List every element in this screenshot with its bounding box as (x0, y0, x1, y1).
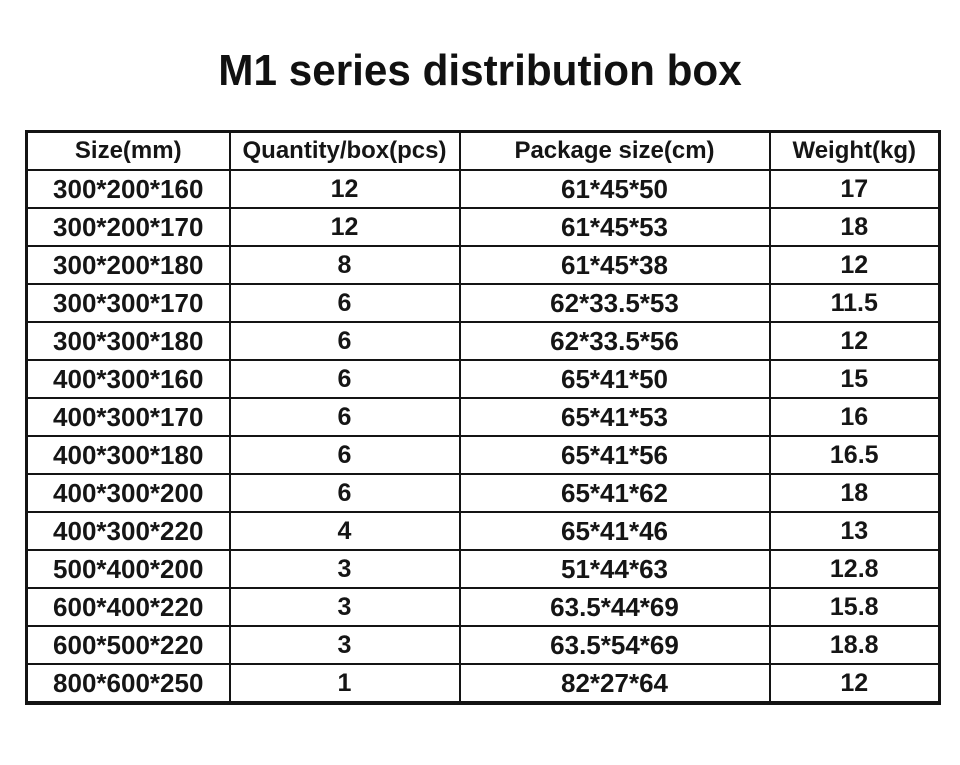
size-cell: 300*200*160 (25, 169, 231, 209)
table-row: 500*400*200 3 51*44*63 12.8 (25, 549, 941, 589)
package-size-cell: 65*41*50 (458, 359, 771, 399)
size-cell: 400*300*200 (25, 473, 231, 513)
col-header-size: Size(mm) (25, 130, 231, 171)
table-row: 400*300*180 6 65*41*56 16.5 (25, 435, 941, 475)
weight-cell: 18 (768, 473, 941, 513)
weight-cell: 17 (768, 169, 941, 209)
size-cell: 300*200*180 (25, 245, 231, 285)
page-title: M1 series distribution box (218, 46, 742, 95)
quantity-cell: 3 (228, 587, 461, 627)
size-cell: 400*300*160 (25, 359, 231, 399)
package-size-cell: 51*44*63 (458, 549, 771, 589)
size-cell: 800*600*250 (25, 663, 231, 704)
table-row: 300*200*180 8 61*45*38 12 (25, 245, 941, 285)
quantity-cell: 4 (228, 511, 461, 551)
table-row: 300*200*160 12 61*45*50 17 (25, 169, 941, 209)
package-size-cell: 65*41*62 (458, 473, 771, 513)
table-body: 300*200*160 12 61*45*50 17 300*200*170 12 61*4… (25, 169, 941, 704)
quantity-cell: 12 (228, 169, 461, 209)
package-size-cell: 65*41*56 (458, 435, 771, 475)
weight-cell: 13 (768, 511, 941, 551)
weight-cell: 15.8 (768, 587, 941, 627)
table-row: 600*400*220 3 63.5*44*69 15.8 (25, 587, 941, 627)
table-row: 400*300*220 4 65*41*46 13 (25, 511, 941, 551)
package-size-cell: 65*41*46 (458, 511, 771, 551)
weight-cell: 12.8 (768, 549, 941, 589)
table-row: 300*300*180 6 62*33.5*56 12 (25, 321, 941, 361)
weight-cell: 12 (768, 663, 941, 704)
spec-table: Size(mm) Quantity/box(pcs) Package size(… (25, 130, 941, 705)
col-header-package: Package size(cm) (458, 130, 771, 171)
size-cell: 500*400*200 (25, 549, 231, 589)
quantity-cell: 3 (228, 549, 461, 589)
package-size-cell: 63.5*44*69 (458, 587, 771, 627)
quantity-cell: 6 (228, 435, 461, 475)
package-size-cell: 62*33.5*53 (458, 283, 771, 323)
weight-cell: 16.5 (768, 435, 941, 475)
table-row: 300*200*170 12 61*45*53 18 (25, 207, 941, 247)
weight-cell: 18 (768, 207, 941, 247)
weight-cell: 16 (768, 397, 941, 437)
size-cell: 300*300*170 (25, 283, 231, 323)
table-row: 800*600*250 1 82*27*64 12 (25, 663, 941, 704)
size-cell: 300*200*170 (25, 207, 231, 247)
size-cell: 400*300*170 (25, 397, 231, 437)
col-header-weight: Weight(kg) (768, 130, 941, 171)
package-size-cell: 62*33.5*56 (458, 321, 771, 361)
weight-cell: 12 (768, 321, 941, 361)
package-size-cell: 61*45*53 (458, 207, 771, 247)
weight-cell: 18.8 (768, 625, 941, 665)
size-cell: 600*500*220 (25, 625, 231, 665)
col-header-quantity: Quantity/box(pcs) (228, 130, 461, 171)
quantity-cell: 6 (228, 473, 461, 513)
weight-cell: 15 (768, 359, 941, 399)
package-size-cell: 63.5*54*69 (458, 625, 771, 665)
size-cell: 300*300*180 (25, 321, 231, 361)
quantity-cell: 6 (228, 359, 461, 399)
table-row: 400*300*170 6 65*41*53 16 (25, 397, 941, 437)
table-header-row: Size(mm) Quantity/box(pcs) Package size(… (25, 130, 941, 171)
table-row: 600*500*220 3 63.5*54*69 18.8 (25, 625, 941, 665)
quantity-cell: 12 (228, 207, 461, 247)
package-size-cell: 61*45*50 (458, 169, 771, 209)
size-cell: 600*400*220 (25, 587, 231, 627)
size-cell: 400*300*220 (25, 511, 231, 551)
table-row: 400*300*160 6 65*41*50 15 (25, 359, 941, 399)
package-size-cell: 65*41*53 (458, 397, 771, 437)
table-row: 400*300*200 6 65*41*62 18 (25, 473, 941, 513)
quantity-cell: 8 (228, 245, 461, 285)
table-row: 300*300*170 6 62*33.5*53 11.5 (25, 283, 941, 323)
quantity-cell: 6 (228, 397, 461, 437)
quantity-cell: 6 (228, 321, 461, 361)
package-size-cell: 61*45*38 (458, 245, 771, 285)
quantity-cell: 3 (228, 625, 461, 665)
weight-cell: 12 (768, 245, 941, 285)
quantity-cell: 6 (228, 283, 461, 323)
weight-cell: 11.5 (768, 283, 941, 323)
size-cell: 400*300*180 (25, 435, 231, 475)
package-size-cell: 82*27*64 (458, 663, 771, 704)
quantity-cell: 1 (228, 663, 461, 704)
